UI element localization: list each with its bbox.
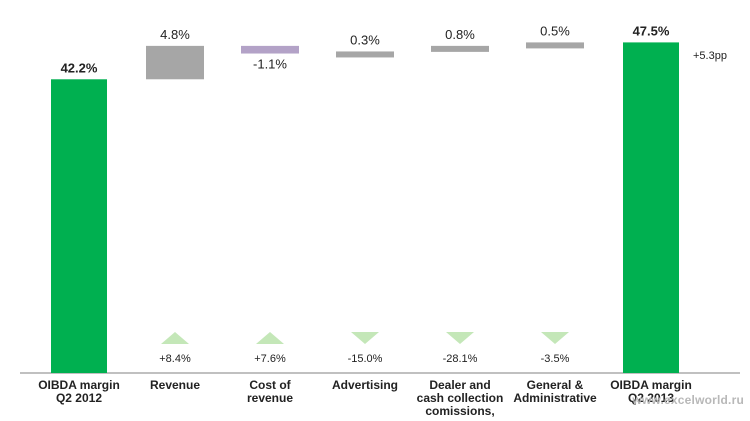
down-triangle-icon-cat-5 [446,332,474,344]
delta-bar-cat-4 [336,51,394,58]
delta-bar-cat-3 [241,45,299,54]
total-bar-cat-7 [623,42,679,374]
up-triangle-icon-cat-3 [256,332,284,344]
category-label-cat-5: Dealer and cash collection comissions, [417,378,504,418]
change-label-cat-5: -28.1% [443,353,478,365]
change-label-cat-2: +8.4% [159,353,191,365]
down-triangle-icon-cat-6 [541,332,569,344]
delta-bar-cat-5 [431,45,489,52]
total-bar-cat-1 [51,79,107,374]
value-label-cat-7: 47.5% [633,23,670,38]
watermark: www.excelworld.ru [632,393,744,407]
value-labels-layer: 42.2% 4.8% -1.1% 0.3% 0.8% 0.5% 47.5% [61,23,670,75]
category-label-cat-2: Revenue [150,378,200,392]
down-triangle-icon-cat-4 [351,332,379,344]
delta-bar-cat-6 [526,42,584,49]
change-label-cat-3: +7.6% [254,353,286,365]
category-label-cat-6: General & Administrative [513,378,597,405]
bars-layer [51,42,679,374]
up-triangle-icon-cat-2 [161,332,189,344]
category-label-cat-4: Advertising [332,378,398,392]
delta-bar-cat-2 [146,45,204,80]
value-label-cat-5: 0.8% [445,27,475,42]
margin-change-annotation: +5.3pp [693,50,727,62]
category-labels-layer: OIBDA margin Q2 2012 Revenue Cost of revenue… [38,378,692,418]
value-label-cat-4: 0.3% [350,32,380,47]
change-label-cat-4: -15.0% [348,353,383,365]
value-label-cat-1: 42.2% [61,60,98,75]
category-label-cat-3: Cost of revenue [247,378,293,405]
change-label-cat-6: -3.5% [541,353,570,365]
category-label-cat-7: OIBDA margin Q2 2013 [610,378,692,405]
value-label-cat-6: 0.5% [540,23,570,38]
category-label-cat-1: OIBDA margin Q2 2012 [38,378,120,405]
value-label-cat-2: 4.8% [160,27,190,42]
change-indicators-layer: +8.4% +7.6% -15.0% -28.1% -3.5% [159,332,570,365]
value-label-cat-3: -1.1% [253,57,287,72]
